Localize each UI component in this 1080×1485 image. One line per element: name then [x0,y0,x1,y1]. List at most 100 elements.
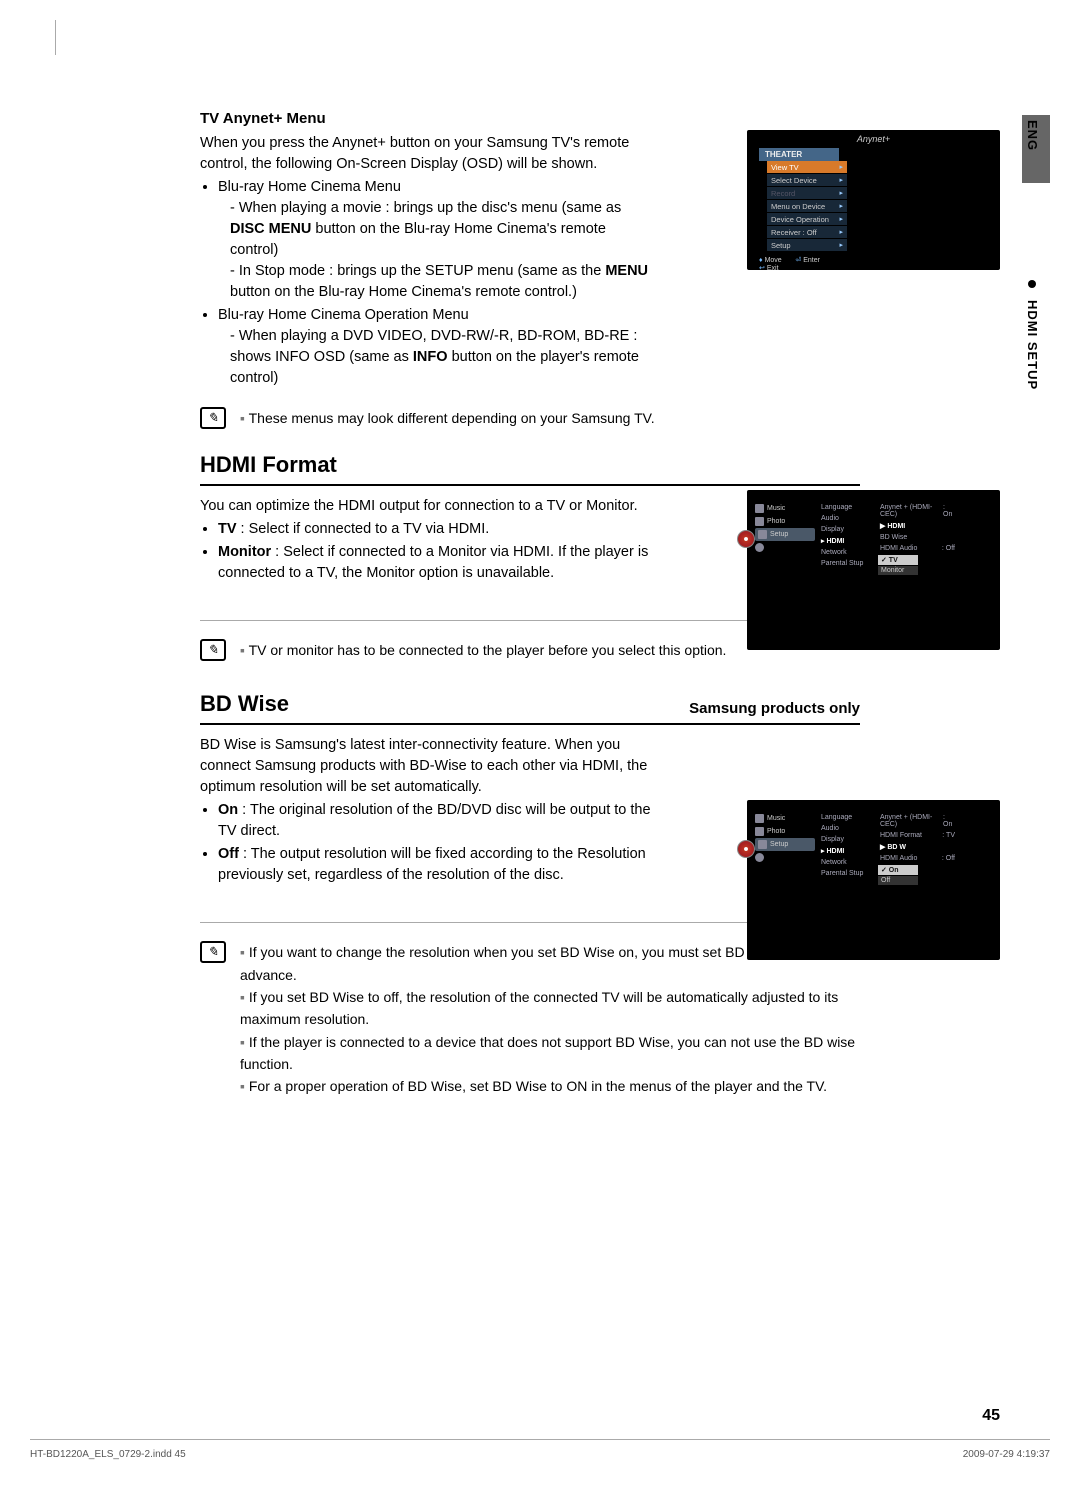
popup-option: Off [878,876,918,885]
txt: : Select if connected to a TV via HDMI. [237,521,490,537]
setup-right-item: HDMI Format: TV [880,830,955,841]
note-text: These menus may look different depending… [240,407,655,429]
disc-icon [737,530,755,548]
popup-option: Monitor [878,566,918,575]
footer-left: HT-BD1220A_ELS_0729-2.indd 45 [30,1449,186,1460]
bdwise-off: Off : The output resolution will be fixe… [218,844,655,886]
txt: button on the Blu-ray Home Cinema's remo… [230,284,577,300]
title-sub: Samsung products only [689,700,860,717]
foot-move: Move [765,257,782,264]
txt: In Stop mode : brings up the SETUP menu … [239,263,605,279]
setup-left-col: MusicPhotoSetup [755,502,815,554]
bdwise-note: ✎ If you want to change the resolution w… [200,941,880,1098]
setup-right-item: BD Wise [880,532,955,543]
setup-left-item: Setup [755,528,815,541]
bold: Monitor [218,544,271,560]
txt: : The output resolution will be fixed ac… [218,846,646,883]
setup-left-item: Music [755,502,815,515]
setup-mid-item: Audio [821,823,876,834]
anynet-b1b: - In Stop mode : brings up the SETUP men… [218,261,655,303]
anynet-note: ✎ These menus may look different dependi… [200,407,880,429]
move-icon: ♦ [759,257,763,264]
popup-option: ✓ On [878,865,918,875]
txt: : Select if connected to a Monitor via H… [218,544,648,581]
anynet-logo: Anynet+ [747,130,1000,148]
bdwise-intro: BD Wise is Samsung's latest inter-connec… [200,735,655,798]
foot-exit: Exit [767,265,779,272]
bold: On [218,802,238,818]
setup-right-col: Anynet + (HDMI-CEC): On▶ HDMIBD WiseHDMI… [880,502,955,554]
setup-mid-item: Network [821,547,876,558]
hdmi-mon: Monitor : Select if connected to a Monit… [218,542,655,584]
footer-rule [30,1439,1050,1440]
setup-left-item [755,851,815,864]
bold: Off [218,846,239,862]
setup-mid-col: LanguageAudioDisplay▸ HDMINetworkParenta… [821,812,876,879]
theater-menu-item: Select Device▸ [767,174,847,187]
anynet-list: Blu-ray Home Cinema Menu - When playing … [200,177,655,389]
setup-right-item: HDMI Audio: Off [880,853,955,864]
note-icon: ✎ [200,639,226,661]
theater-menu-item: Receiver : Off▸ [767,226,847,239]
setup-mid-item: Audio [821,513,876,524]
setup-left-item [755,541,815,554]
hdmi-list: TV : Select if connected to a TV via HDM… [200,519,655,584]
disc-icon [737,840,755,858]
setup-mid-item: ▸ HDMI [821,845,876,857]
setup-left-item: Photo [755,825,815,838]
setup-popup: ✓ On Off [878,864,918,886]
exit-icon: ↩ [759,265,765,272]
theater-menu-item: View TV▸ [767,161,847,174]
anynet-b2: Blu-ray Home Cinema Operation Menu [218,307,469,323]
osd-theater-menu: Anynet+ THEATER View TV▸Select Device▸Re… [747,130,1000,270]
setup-right-col: Anynet + (HDMI-CEC): OnHDMI Format: TV▶ … [880,812,955,864]
anynet-item-2: Blu-ray Home Cinema Operation Menu - Whe… [218,305,655,389]
title-text: BD Wise [200,691,289,717]
hdmi-title: HDMI Format [200,452,860,486]
bold: DISC MENU [230,221,311,237]
bold: TV [218,521,237,537]
anynet-heading: TV Anynet+ Menu [200,110,1010,127]
anynet-intro: When you press the Anynet+ button on you… [200,133,655,175]
setup-mid-item: Parental Stup [821,868,876,879]
setup-mid-item: ▸ HDMI [821,535,876,547]
bdwise-list: On : The original resolution of the BD/D… [200,800,655,886]
popup-option: ✓ TV [878,555,918,565]
setup-mid-item: Parental Stup [821,558,876,569]
bdwise-on: On : The original resolution of the BD/D… [218,800,655,842]
bold: INFO [413,349,448,365]
foot-enter: Enter [803,257,820,264]
osd-hdmi-setup: MusicPhotoSetup LanguageAudioDisplay▸ HD… [747,490,1000,650]
setup-mid-col: LanguageAudioDisplay▸ HDMINetworkParenta… [821,502,876,569]
setup-popup: ✓ TV Monitor [878,554,918,576]
hdmi-intro: You can optimize the HDMI output for con… [200,496,655,517]
setup-right-item: ▶ BD W [880,841,955,853]
txt: : The original resolution of the BD/DVD … [218,802,651,839]
anynet-b1: Blu-ray Home Cinema Menu [218,179,401,195]
note-list: If you want to change the resolution whe… [240,941,880,1098]
bold: MENU [605,263,648,279]
osd-bdwise-setup: MusicPhotoSetup LanguageAudioDisplay▸ HD… [747,800,1000,960]
setup-right-item: ▶ HDMI [880,520,955,532]
setup-mid-item: Network [821,857,876,868]
note-line: If the player is connected to a device t… [240,1031,880,1076]
setup-mid-item: Display [821,834,876,845]
anynet-item-1: Blu-ray Home Cinema Menu - When playing … [218,177,655,303]
txt: When playing a movie : brings up the dis… [239,200,621,216]
theater-menu-item: Setup▸ [767,239,847,252]
note-line: These menus may look different depending… [240,410,655,426]
setup-left-item: Photo [755,515,815,528]
theater-menu-item: Record▸ [767,187,847,200]
setup-right-item: HDMI Audio: Off [880,543,955,554]
theater-header: THEATER [759,148,839,161]
setup-left-item: Setup [755,838,815,851]
enter-icon: ⏎ [795,257,801,264]
footer-right: 2009-07-29 4:19:37 [963,1449,1050,1460]
note-text: TV or monitor has to be connected to the… [240,639,726,661]
setup-mid-item: Display [821,524,876,535]
setup-left-col: MusicPhotoSetup [755,812,815,864]
title-text: HDMI Format [200,452,337,478]
theater-menu-item: Menu on Device▸ [767,200,847,213]
setup-mid-item: Language [821,812,876,823]
anynet-b2a: - When playing a DVD VIDEO, DVD-RW/-R, B… [218,326,655,389]
